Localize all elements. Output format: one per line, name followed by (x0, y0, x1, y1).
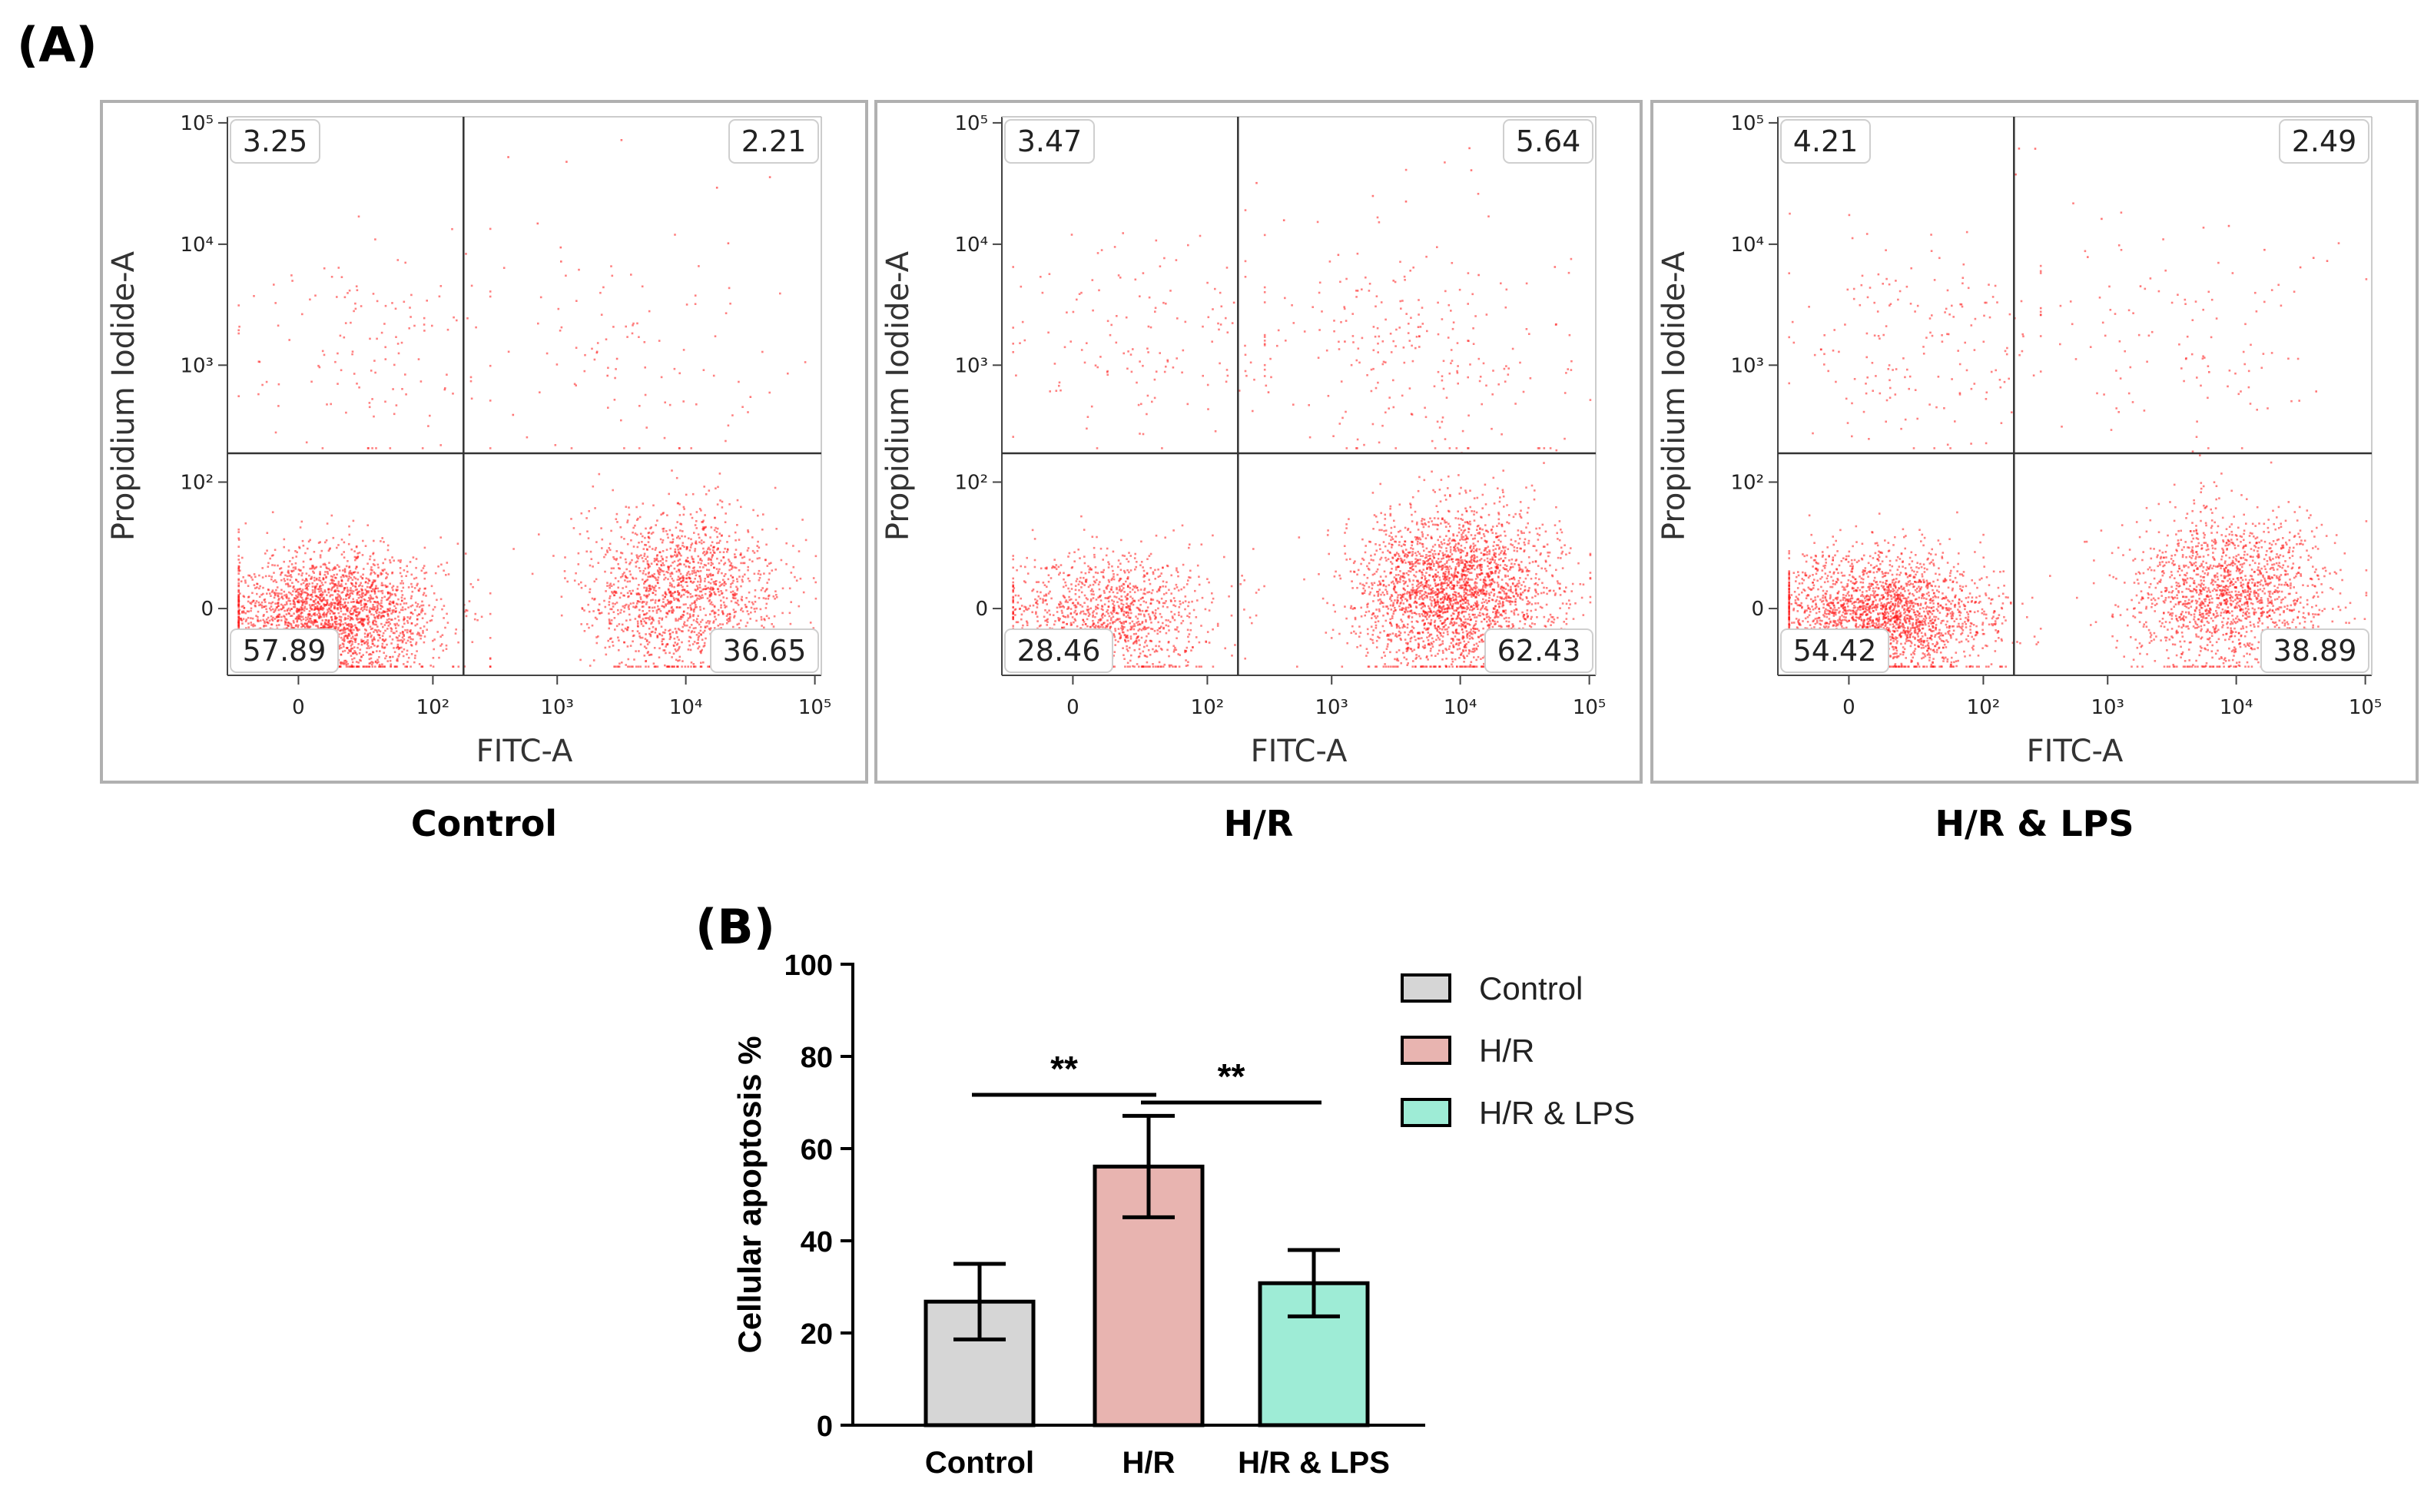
y-tick-label: 10³ (1730, 354, 1764, 377)
bar-y-tick-label: 20 (801, 1318, 833, 1351)
bar-y-tick-label: 40 (801, 1226, 833, 1258)
x-tick-label: 10³ (2091, 696, 2124, 719)
quadrant-value-upper-right: 5.64 (1503, 119, 1593, 164)
flow-plot: 0 10² 10³ 10⁴ 10⁵ 0 10² 10³ 10⁴ 10⁵ FITC-A Propidiu… (1656, 112, 2383, 769)
svg-text:3.25: 3.25 (243, 124, 308, 158)
bar-category-label: H/R (1122, 1446, 1176, 1480)
x-tick-label: 10² (1967, 696, 2001, 719)
significance-marker-1: ** (1141, 1056, 1321, 1105)
flow-plot: 0 10² 10³ 10⁴ 10⁵ 0 10² 10³ 10⁴ 10⁵ FITC-A Propidiu… (880, 112, 1607, 769)
y-tick-label: 10² (180, 471, 214, 494)
legend-item-1: H/R (1401, 1033, 1534, 1069)
bar-y-tick-label: 0 (817, 1411, 833, 1443)
x-tick-label: 10⁵ (798, 696, 832, 719)
svg-text:57.89: 57.89 (243, 634, 327, 668)
flow-panel-control: 0 10² 10³ 10⁴ 10⁵ 0 10² 10³ 10⁴ 10⁵ FITC-A Propidiu… (100, 100, 868, 784)
y-tick-label: 10⁵ (954, 112, 988, 135)
panel-b-label: (B) (695, 899, 775, 955)
legend-item-0: Control (1401, 970, 1583, 1006)
y-tick-label: 10⁴ (1730, 234, 1764, 257)
y-axis-title: Propidium Iodide-A (880, 250, 916, 541)
y-tick-label: 10³ (954, 354, 988, 377)
x-tick-label: 0 (1066, 696, 1079, 719)
x-tick-label: 10⁴ (2220, 696, 2253, 719)
svg-text:36.65: 36.65 (723, 634, 807, 668)
legend-item-2: H/R & LPS (1401, 1095, 1635, 1131)
x-tick-label: 10⁵ (1573, 696, 1607, 719)
y-tick-label: 0 (201, 598, 214, 621)
flow-panel-hr: 0 10² 10³ 10⁴ 10⁵ 0 10² 10³ 10⁴ 10⁵ FITC-A Propidiu… (874, 100, 1643, 784)
y-tick-label: 10⁵ (180, 112, 214, 135)
significance-marker-0: ** (972, 1049, 1156, 1097)
error-bar-2 (1288, 1248, 1340, 1318)
y-axis-title: Propidium Iodide-A (1656, 250, 1692, 541)
bar-y-tick-label: 100 (784, 950, 833, 982)
svg-text:2.21: 2.21 (741, 124, 807, 158)
error-bar-0 (953, 1262, 1006, 1341)
x-tick-label: 10⁴ (1444, 696, 1477, 719)
quadrant-value-upper-right: 2.49 (2279, 119, 2369, 164)
quadrant-value-lower-right: 38.89 (2260, 628, 2369, 673)
x-tick-label: 10² (416, 696, 450, 719)
y-tick-label: 10² (954, 471, 988, 494)
quadrant-value-upper-right: 2.21 (728, 119, 819, 164)
x-tick-label: 10³ (540, 696, 574, 719)
y-tick-label: 10⁵ (1730, 112, 1764, 135)
x-tick-label: 10⁴ (669, 696, 703, 719)
y-axis-title: Propidium Iodide-A (106, 250, 141, 541)
x-axis-title: FITC-A (2027, 734, 2124, 769)
flow-caption-control: Control (410, 803, 558, 844)
x-tick-label: 10² (1191, 696, 1225, 719)
flow-caption-hr: H/R (1223, 803, 1294, 844)
quadrant-value-upper-left: 4.21 (1780, 119, 1871, 164)
quadrant-value-lower-left: 57.89 (230, 628, 339, 673)
error-bar-1 (1122, 1113, 1175, 1219)
bar-y-axis-title: Cellular apoptosis % (731, 1036, 768, 1353)
x-tick-label: 10⁵ (2349, 696, 2383, 719)
quadrant-value-lower-right: 36.65 (710, 628, 819, 673)
x-tick-label: 0 (292, 696, 305, 719)
quadrant-value-lower-left: 54.42 (1780, 628, 1889, 673)
y-tick-label: 10⁴ (180, 234, 214, 257)
y-tick-label: 0 (975, 598, 988, 621)
bar-category-label: Control (925, 1446, 1034, 1480)
quadrant-value-upper-left: 3.25 (230, 119, 320, 164)
y-tick-label: 10² (1730, 471, 1764, 494)
y-tick-label: 10³ (180, 354, 214, 377)
quadrant-value-upper-left: 3.47 (1004, 119, 1095, 164)
x-tick-label: 10³ (1315, 696, 1348, 719)
bar-y-tick-label: 60 (801, 1134, 833, 1166)
quadrant-value-lower-left: 28.46 (1004, 628, 1113, 673)
y-tick-label: 10⁴ (954, 234, 988, 257)
quadrant-value-lower-right: 62.43 (1484, 628, 1593, 673)
y-tick-label: 0 (1751, 598, 1764, 621)
flow-caption-hr-lps: H/R & LPS (1935, 803, 2134, 844)
x-tick-label: 0 (1842, 696, 1855, 719)
panel-a-label: (A) (17, 17, 98, 73)
x-axis-title: FITC-A (1251, 734, 1348, 769)
bar-category-label: H/R & LPS (1238, 1446, 1390, 1480)
x-axis-title: FITC-A (476, 734, 573, 769)
flow-panel-hr-lps: 0 10² 10³ 10⁴ 10⁵ 0 10² 10³ 10⁴ 10⁵ FITC-A Propidiu… (1650, 100, 2419, 784)
flow-plot: 0 10² 10³ 10⁴ 10⁵ 0 10² 10³ 10⁴ 10⁵ FITC-A Propidiu… (106, 112, 832, 769)
bar-y-tick-label: 80 (801, 1042, 833, 1074)
